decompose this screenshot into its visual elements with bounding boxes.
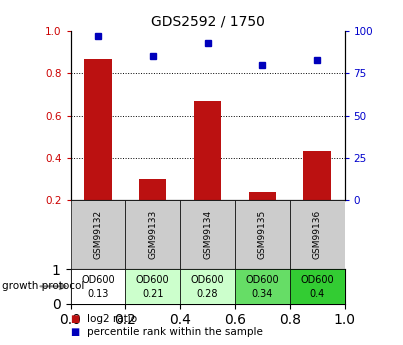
Text: OD600: OD600 xyxy=(81,275,115,285)
Text: OD600: OD600 xyxy=(191,275,224,285)
Bar xyxy=(290,269,345,304)
Text: ■: ■ xyxy=(71,314,80,324)
Text: OD600: OD600 xyxy=(245,275,279,285)
Bar xyxy=(71,269,125,304)
Text: log2 ratio: log2 ratio xyxy=(87,314,137,324)
Text: OD600: OD600 xyxy=(136,275,170,285)
Text: 0.34: 0.34 xyxy=(251,289,273,299)
Text: percentile rank within the sample: percentile rank within the sample xyxy=(87,327,262,337)
Text: GSM99132: GSM99132 xyxy=(93,210,102,259)
Bar xyxy=(139,179,166,200)
Bar xyxy=(303,151,331,200)
Text: 0.28: 0.28 xyxy=(197,289,218,299)
Text: ■: ■ xyxy=(71,327,80,337)
Bar xyxy=(235,200,290,269)
Text: GSM99135: GSM99135 xyxy=(258,210,267,259)
Bar xyxy=(290,200,345,269)
Bar xyxy=(235,269,290,304)
Bar xyxy=(180,200,235,269)
Bar xyxy=(71,200,125,269)
Bar xyxy=(84,59,112,200)
Bar xyxy=(249,192,276,200)
Bar xyxy=(125,269,180,304)
Bar xyxy=(125,200,180,269)
Text: 0.4: 0.4 xyxy=(310,289,325,299)
Text: growth protocol: growth protocol xyxy=(2,282,84,291)
Text: 0.13: 0.13 xyxy=(87,289,109,299)
Text: GSM99134: GSM99134 xyxy=(203,210,212,259)
Bar xyxy=(194,101,221,200)
Text: 0.21: 0.21 xyxy=(142,289,164,299)
Text: GSM99136: GSM99136 xyxy=(313,210,322,259)
Bar xyxy=(180,269,235,304)
Text: OD600: OD600 xyxy=(300,275,334,285)
Text: GSM99133: GSM99133 xyxy=(148,210,157,259)
Title: GDS2592 / 1750: GDS2592 / 1750 xyxy=(151,14,264,29)
